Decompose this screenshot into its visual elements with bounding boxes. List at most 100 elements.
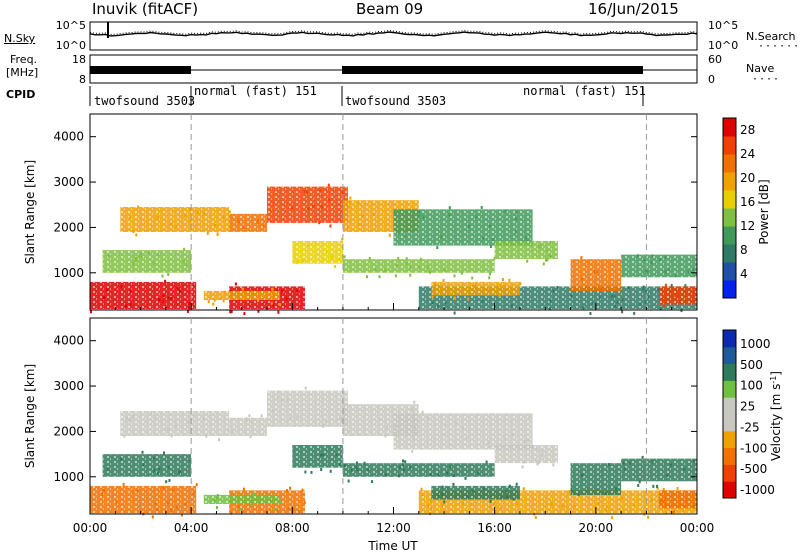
scatter-fleck bbox=[163, 451, 165, 455]
scatter-texture bbox=[90, 485, 197, 514]
scatter-fleck bbox=[656, 484, 658, 488]
scatter-fleck bbox=[409, 465, 412, 469]
velocity-region bbox=[621, 455, 697, 488]
scatter-fleck bbox=[289, 416, 292, 420]
scatter-fleck bbox=[319, 188, 322, 192]
scatter-fleck bbox=[580, 256, 583, 260]
scatter-fleck bbox=[505, 489, 508, 493]
scatter-fleck bbox=[205, 434, 208, 438]
scatter-fleck bbox=[687, 270, 690, 274]
scatter-fleck bbox=[693, 459, 695, 463]
freq-panel: 18 8 60 0 bbox=[72, 53, 722, 86]
scatter-fleck bbox=[475, 215, 478, 219]
scatter-fleck bbox=[508, 484, 511, 488]
scatter-fleck bbox=[329, 469, 332, 473]
scatter-fleck bbox=[465, 437, 468, 441]
scatter-fleck bbox=[386, 426, 388, 429]
scatter-fleck bbox=[167, 427, 170, 431]
scatter-fleck bbox=[602, 289, 605, 293]
velocity-panel: 1000 2000 3000 4000 Slant Range [km] 1000 50… bbox=[23, 317, 783, 520]
scatter-fleck bbox=[444, 301, 447, 305]
scatter-fleck bbox=[128, 419, 131, 423]
scatter-texture bbox=[570, 463, 622, 495]
scatter-fleck bbox=[325, 250, 328, 254]
scatter-fleck bbox=[667, 267, 670, 271]
scatter-fleck bbox=[515, 217, 517, 221]
power-region bbox=[292, 237, 343, 269]
velocity-region bbox=[570, 463, 622, 497]
scatter-fleck bbox=[304, 386, 307, 390]
scatter-texture bbox=[90, 281, 197, 310]
scatter-fleck bbox=[449, 291, 452, 295]
scatter-fleck bbox=[384, 269, 387, 273]
scatter-fleck bbox=[330, 255, 333, 259]
scatter-fleck bbox=[656, 486, 659, 490]
scatter-fleck bbox=[638, 480, 641, 484]
scatter-fleck bbox=[644, 289, 647, 293]
freq-right-tick-top: 60 bbox=[708, 53, 722, 66]
scatter-fleck bbox=[368, 256, 371, 260]
scatter-fleck bbox=[436, 246, 439, 250]
scatter-fleck bbox=[254, 492, 256, 496]
scatter-fleck bbox=[239, 507, 241, 511]
scatter-texture bbox=[203, 494, 280, 504]
power-colorbar-tick: 24 bbox=[740, 147, 755, 161]
scatter-fleck bbox=[540, 454, 543, 458]
scatter-fleck bbox=[414, 427, 417, 431]
scatter-fleck bbox=[399, 466, 401, 469]
scatter-fleck bbox=[162, 486, 165, 490]
scatter-fleck bbox=[489, 272, 491, 276]
scatter-fleck bbox=[270, 301, 273, 305]
scatter-fleck bbox=[107, 254, 110, 258]
scatter-fleck bbox=[395, 264, 398, 267]
scatter-fleck bbox=[306, 190, 309, 194]
scatter-fleck bbox=[597, 285, 600, 288]
scatter-fleck bbox=[487, 445, 490, 449]
scatter-fleck bbox=[175, 225, 178, 229]
y-tick-label: 1000 bbox=[53, 266, 84, 280]
scatter-fleck bbox=[120, 457, 123, 461]
scatter-fleck bbox=[431, 295, 434, 299]
scatter-fleck bbox=[347, 205, 350, 209]
scatter-fleck bbox=[307, 244, 309, 248]
scatter-fleck bbox=[434, 281, 437, 285]
scatter-fleck bbox=[561, 504, 564, 508]
scatter-fleck bbox=[467, 297, 470, 301]
scatter-fleck bbox=[662, 488, 665, 491]
scatter-fleck bbox=[231, 430, 234, 434]
scatter-fleck bbox=[203, 417, 205, 421]
power-region bbox=[659, 283, 697, 308]
scatter-fleck bbox=[676, 487, 679, 490]
scatter-fleck bbox=[508, 278, 511, 282]
scatter-fleck bbox=[666, 474, 669, 477]
scatter-fleck bbox=[681, 509, 684, 512]
scatter-fleck bbox=[589, 312, 592, 315]
scatter-fleck bbox=[188, 306, 190, 310]
power-colorbar-tick: 8 bbox=[740, 243, 748, 257]
velocity-region bbox=[90, 482, 198, 519]
scatter-texture bbox=[229, 213, 267, 232]
scatter-fleck bbox=[641, 455, 644, 459]
scatter-fleck bbox=[581, 277, 583, 281]
scatter-fleck bbox=[642, 285, 645, 289]
scatter-fleck bbox=[277, 310, 280, 314]
scatter-texture bbox=[267, 390, 348, 427]
noise-panel: 10^5 10^0 10^5 10^0 bbox=[56, 19, 738, 52]
scatter-fleck bbox=[669, 463, 672, 467]
scatter-fleck bbox=[152, 261, 155, 265]
scatter-fleck bbox=[271, 287, 274, 291]
scatter-fleck bbox=[489, 224, 491, 228]
scatter-fleck bbox=[582, 306, 585, 310]
scatter-fleck bbox=[604, 491, 607, 495]
scatter-texture bbox=[431, 281, 520, 296]
scatter-fleck bbox=[610, 294, 613, 298]
velocity-region bbox=[342, 459, 495, 484]
scatter-fleck bbox=[349, 196, 352, 200]
scatter-fleck bbox=[296, 415, 299, 419]
scatter-fleck bbox=[177, 471, 180, 474]
scatter-fleck bbox=[662, 299, 665, 302]
scatter-fleck bbox=[421, 410, 424, 414]
velocity-ylabel: Slant Range [km] bbox=[23, 364, 37, 468]
scatter-fleck bbox=[572, 505, 575, 509]
cpid-segment-4: normal (fast) 151 bbox=[523, 84, 646, 98]
